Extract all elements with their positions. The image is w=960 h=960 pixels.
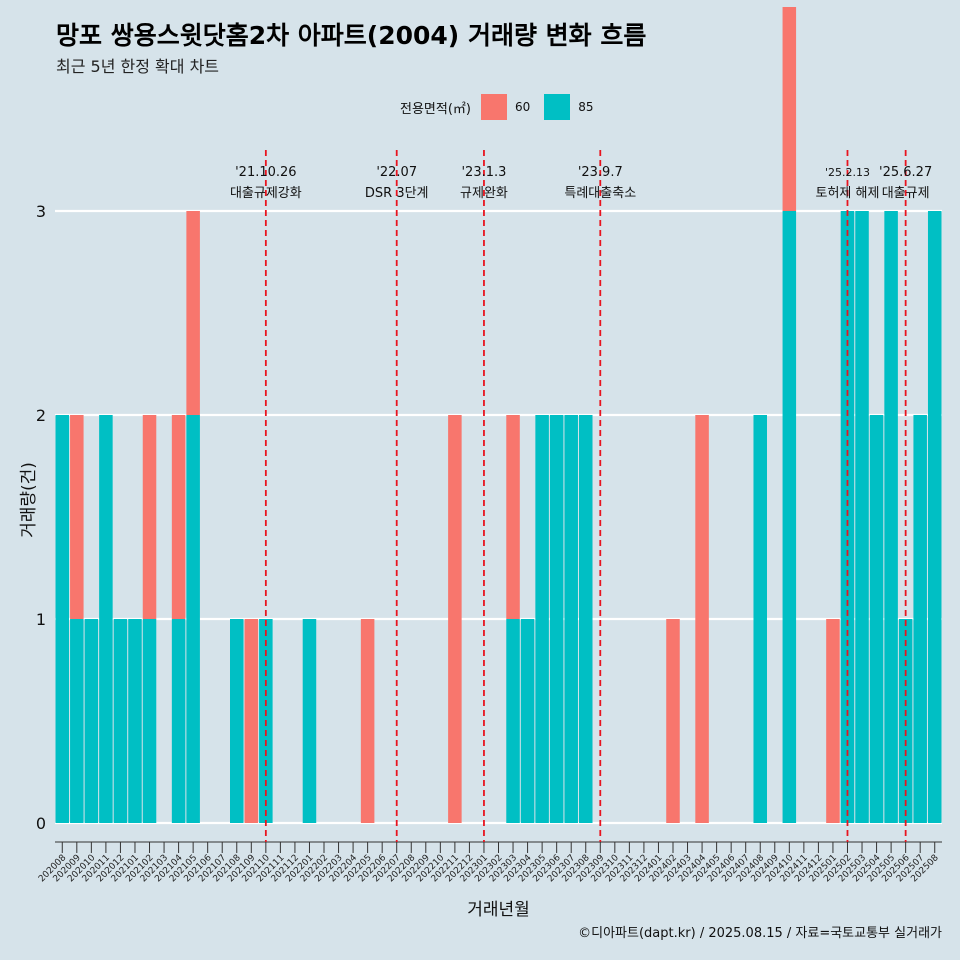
bar-85 xyxy=(113,619,128,823)
bar-85 xyxy=(186,415,200,823)
bar-85 xyxy=(753,415,767,823)
bar-60 xyxy=(448,415,462,823)
y-tick-label: 1 xyxy=(36,610,46,629)
annotation-date: '25.2.13 xyxy=(825,166,870,179)
bar-85 xyxy=(535,415,549,823)
bar-60 xyxy=(171,415,186,619)
y-tick-label: 0 xyxy=(36,814,46,833)
bar-60 xyxy=(695,415,709,823)
bar-60 xyxy=(70,415,84,619)
bar-60 xyxy=(666,619,680,823)
annotation-label: DSR 3단계 xyxy=(365,186,429,201)
bar-85 xyxy=(506,619,520,823)
bar-85 xyxy=(171,619,186,823)
bar-85 xyxy=(884,211,898,823)
legend-label-85: 85 xyxy=(578,100,594,114)
bar-85 xyxy=(869,415,884,823)
annotation-date: '25.6.27 xyxy=(879,165,932,180)
annotation-date: '23.1.3 xyxy=(461,165,506,180)
bar-85 xyxy=(128,619,142,823)
annotation-label: 토허제 해제 xyxy=(816,186,880,201)
legend-label-60: 60 xyxy=(514,100,531,114)
bar-60 xyxy=(826,619,840,823)
annotation-label: 특례대출축소 xyxy=(564,186,636,201)
chart-subtitle: 최근 5년 한정 확대 차트 xyxy=(56,57,220,76)
legend: 전용면적(㎡) 60 85 xyxy=(400,93,608,121)
legend-title: 전용면적(㎡) xyxy=(400,101,471,117)
bar-85 xyxy=(549,415,564,823)
bar-60 xyxy=(186,211,200,415)
bar-85 xyxy=(520,619,535,823)
bar-85 xyxy=(855,211,869,823)
legend-key-60 xyxy=(480,94,507,120)
bar-60 xyxy=(360,619,375,823)
annotation-label: 대출규제 xyxy=(882,186,930,201)
bar-85 xyxy=(927,211,942,823)
source-caption: ©디아파트(dapt.kr) / 2025.08.15 / 자료=국토교통부 실… xyxy=(578,926,942,941)
annotation-date: '22.07 xyxy=(376,165,417,180)
bar-60 xyxy=(244,619,259,823)
bar-85 xyxy=(142,619,157,823)
chart-title: 망포 쌍용스윗닷홈2차 아파트(2004) 거래량 변화 흐름 xyxy=(56,21,647,50)
y-tick-label: 2 xyxy=(36,406,46,425)
bar-85 xyxy=(782,211,797,823)
annotation-date: '21.10.26 xyxy=(235,165,296,180)
bar-85 xyxy=(99,415,113,823)
bar-60 xyxy=(782,7,797,211)
y-tick-label: 3 xyxy=(36,202,46,221)
bar-60 xyxy=(142,415,157,619)
bar-85 xyxy=(564,415,578,823)
annotation-date: '23.9.7 xyxy=(578,165,623,180)
legend-key-85 xyxy=(544,94,571,120)
bar-85 xyxy=(230,619,244,823)
bar-85 xyxy=(913,415,927,823)
bar-85 xyxy=(302,619,317,823)
annotation-label: 규제완화 xyxy=(460,186,508,201)
bar-60 xyxy=(506,415,520,619)
y-axis-title: 거래량(건) xyxy=(19,462,39,538)
bar-85 xyxy=(578,415,593,823)
x-axis-title: 거래년월 xyxy=(467,900,530,920)
bar-85 xyxy=(84,619,99,823)
bar-85 xyxy=(55,415,70,823)
annotation-label: 대출규제강화 xyxy=(230,186,302,201)
bar-85 xyxy=(840,211,855,823)
bar-85 xyxy=(70,619,84,823)
